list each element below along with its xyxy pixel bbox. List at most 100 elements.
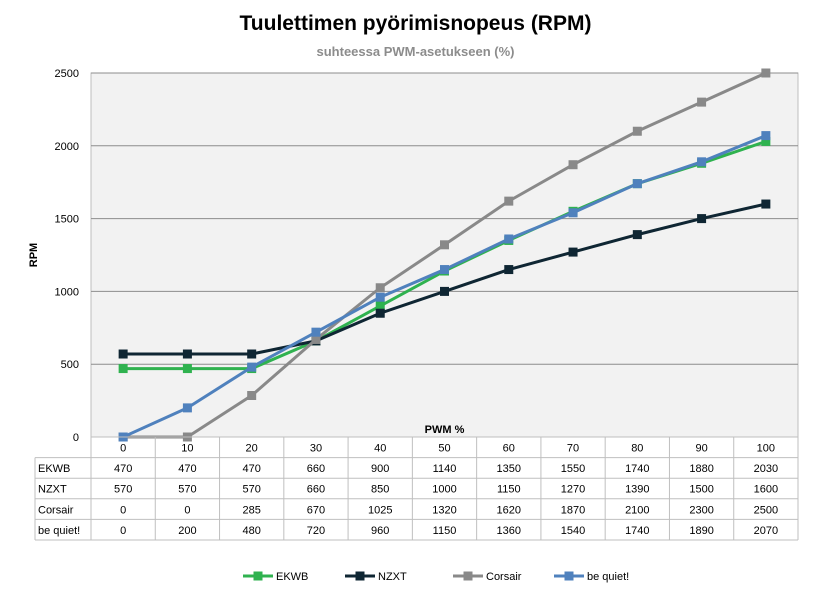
x-axis-label: PWM %	[425, 424, 465, 436]
data-point	[375, 301, 385, 311]
table-cell: 1150	[433, 525, 457, 537]
data-point	[247, 349, 257, 359]
legend: EKWB NZXT Corsair be quiet!	[243, 571, 629, 583]
data-point	[311, 327, 321, 337]
table-cell: 570	[114, 484, 132, 496]
legend-item: be quiet!	[554, 571, 629, 583]
table-cell: 570	[243, 484, 261, 496]
data-point	[182, 364, 192, 374]
chart-title: Tuulettimen pyörimisnopeus (RPM)	[239, 12, 592, 35]
legend-marker	[564, 571, 574, 581]
x-tick-label: 10	[181, 443, 193, 455]
data-point	[118, 364, 128, 374]
data-point	[182, 349, 192, 359]
data-point	[697, 157, 707, 167]
x-tick-label: 20	[246, 443, 258, 455]
legend-item: EKWB	[243, 571, 308, 583]
data-point	[375, 308, 385, 318]
y-tick-label: 1000	[55, 286, 79, 298]
table-cell: 0	[184, 504, 190, 516]
plot-area	[90, 72, 799, 438]
table-row-header: be quiet!	[38, 525, 80, 537]
legend-marker	[253, 571, 263, 581]
table-cell: 1270	[561, 484, 585, 496]
table-cell: 1890	[689, 525, 713, 537]
data-point	[440, 240, 449, 250]
data-point	[504, 234, 514, 244]
table-row-header: NZXT	[38, 484, 67, 496]
x-tick-label: 80	[631, 443, 643, 455]
table-cell: 1740	[625, 525, 649, 537]
data-point	[632, 230, 642, 240]
legend-label: Corsair	[486, 571, 522, 583]
table-row-header: EKWB	[38, 463, 70, 475]
legend-label: be quiet!	[587, 571, 629, 583]
data-point	[504, 265, 514, 275]
x-tick-label: 0	[120, 443, 126, 455]
data-point	[311, 334, 321, 344]
data-point	[632, 179, 642, 189]
table-cell: 2070	[754, 525, 778, 537]
y-axis-label: RPM	[28, 243, 40, 267]
table-cell: 480	[243, 525, 261, 537]
table-cell: 900	[371, 463, 389, 475]
legend-marker	[463, 571, 473, 581]
table-cell: 1390	[625, 484, 649, 496]
legend-label: NZXT	[378, 571, 407, 583]
table-cell: 1880	[689, 463, 713, 475]
x-tick-label: 90	[695, 443, 707, 455]
table-cell: 2500	[754, 504, 778, 516]
x-tick-label: 30	[310, 443, 322, 455]
table-cell: 470	[243, 463, 261, 475]
table-cell: 470	[178, 463, 196, 475]
data-point	[568, 247, 578, 257]
x-tick-label: 100	[757, 443, 775, 455]
data-point	[247, 362, 257, 372]
table-cell: 1360	[497, 525, 521, 537]
table-cell: 470	[114, 463, 132, 475]
table-cell: 1550	[561, 463, 585, 475]
table-cell: 1150	[497, 484, 521, 496]
table-cell: 2100	[625, 504, 649, 516]
table-cell: 660	[307, 463, 325, 475]
table-cell: 2030	[754, 463, 778, 475]
table-cell: 1870	[561, 504, 585, 516]
data-point	[568, 160, 578, 170]
table-cell: 1740	[625, 463, 649, 475]
legend-item: NZXT	[345, 571, 407, 583]
data-point	[375, 292, 385, 302]
x-tick-label: 50	[438, 443, 450, 455]
table-cell: 570	[178, 484, 196, 496]
data-point	[568, 208, 578, 218]
x-tick-label: 70	[567, 443, 579, 455]
data-point	[247, 391, 257, 401]
table-cell: 1320	[432, 504, 456, 516]
table-cell: 720	[307, 525, 325, 537]
legend-label: EKWB	[276, 571, 308, 583]
table-cell: 1500	[689, 484, 713, 496]
table-cell: 1000	[432, 484, 456, 496]
table-cell: 1025	[368, 504, 392, 516]
table-cell: 285	[243, 504, 261, 516]
y-tick-label: 1500	[55, 214, 79, 226]
data-point	[761, 131, 771, 141]
table-row-header: Corsair	[38, 504, 74, 516]
chart-subtitle: suhteessa PWM-asetukseen (%)	[316, 44, 515, 59]
data-point	[118, 349, 128, 359]
data-point	[375, 283, 385, 293]
table-cell: 1540	[561, 525, 585, 537]
legend-item: Corsair	[453, 571, 522, 583]
table-cell: 1350	[497, 463, 521, 475]
table-cell: 0	[120, 525, 126, 537]
table-cell: 1600	[754, 484, 778, 496]
data-point	[697, 97, 707, 107]
y-axis-ticks: 0 500 1000 1500 2000 2500	[55, 68, 79, 444]
legend-marker	[355, 571, 365, 581]
data-point	[761, 68, 771, 78]
data-point	[440, 286, 449, 296]
data-point	[697, 214, 707, 224]
x-tick-label: 40	[374, 443, 386, 455]
x-tick-label: 60	[503, 443, 515, 455]
